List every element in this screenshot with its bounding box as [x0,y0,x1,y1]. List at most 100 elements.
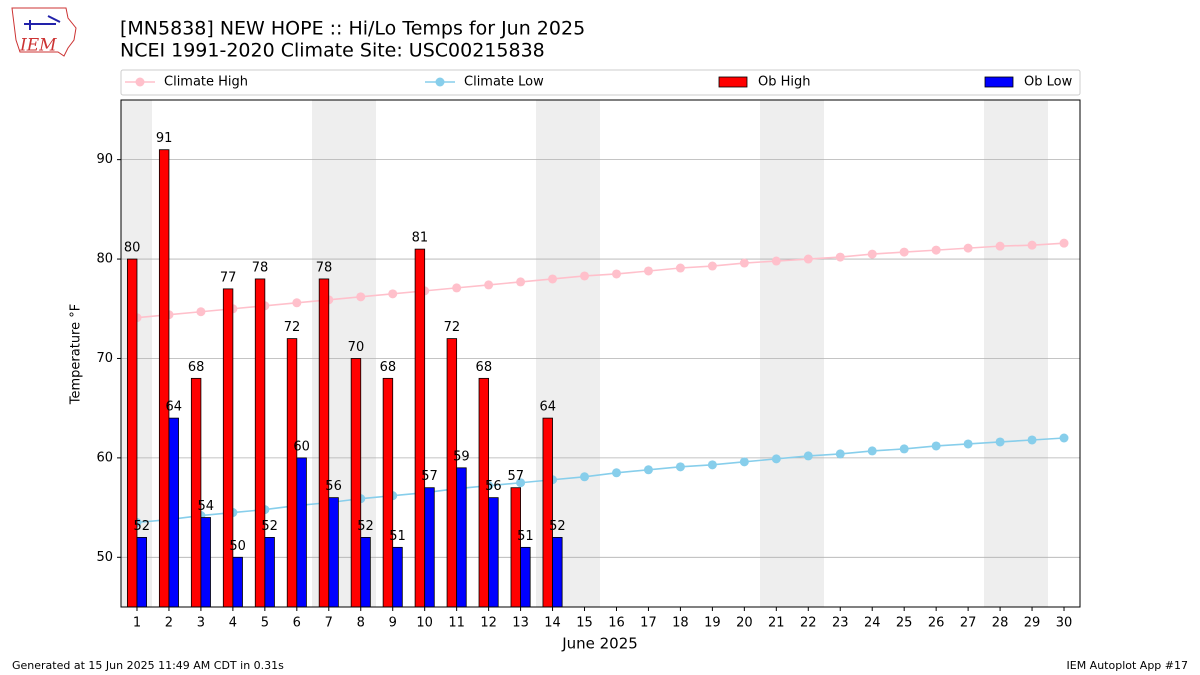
legend-swatch [984,76,1014,88]
bar [520,546,531,608]
data-label: 52 [549,519,566,534]
x-tick-label: 18 [672,616,689,631]
marker [388,289,398,299]
data-label: 52 [261,519,278,534]
marker [356,292,366,302]
marker [707,460,717,470]
marker [995,241,1005,251]
y-axis-label: Temperature °F [69,304,84,405]
x-tick-label: 26 [928,616,945,631]
x-tick-label: 25 [896,616,913,631]
marker [580,472,590,482]
marker [931,245,941,255]
x-tick-label: 11 [448,616,465,631]
y-tick-label: 80 [96,252,113,267]
bar [552,537,563,608]
marker [867,249,877,259]
x-tick-label: 22 [800,616,817,631]
marker [707,261,717,271]
marker [739,457,749,467]
marker [1059,433,1069,443]
data-label: 50 [229,539,246,554]
x-tick-label: 8 [357,616,365,631]
data-label: 52 [134,519,151,534]
legend-label: Climate High [164,75,248,90]
x-tick-label: 2 [165,616,173,631]
x-tick-label: 16 [608,616,625,631]
plot-frame [120,99,1081,608]
x-tick-label: 29 [1024,616,1041,631]
chart-subtitle: NCEI 1991-2020 Climate Site: USC00215838 [120,40,545,62]
x-tick-label: 13 [512,616,529,631]
data-label: 68 [380,360,397,375]
bar [168,417,179,608]
bar [360,537,371,608]
bar [126,258,138,608]
data-label: 64 [165,400,182,415]
y-tick-label: 70 [96,351,113,366]
marker [292,298,302,308]
y-tick-label: 90 [96,152,113,167]
marker [803,451,813,461]
data-label: 80 [124,241,141,256]
marker [867,446,877,456]
shade [760,100,824,607]
bar [222,288,234,608]
marker [516,277,526,287]
data-label: 57 [421,469,438,484]
marker [835,449,845,459]
marker [675,462,685,472]
marker [739,258,749,268]
bar [296,457,307,608]
x-tick-label: 20 [736,616,753,631]
bar [488,497,499,608]
line [136,437,1065,524]
bar [254,278,266,608]
marker [643,266,653,276]
data-label: 70 [348,340,365,355]
data-label: 56 [485,479,502,494]
bar [414,248,426,608]
footer-left: Generated at 15 Jun 2025 11:49 AM CDT in… [12,659,284,672]
marker [516,478,526,488]
bar [542,417,553,608]
marker [963,439,973,449]
legend-box [120,69,1081,96]
data-label: 77 [220,270,237,285]
marker [899,444,909,454]
bar [200,517,211,608]
x-tick-label: 14 [544,616,561,631]
marker [963,243,973,253]
data-label: 68 [476,360,493,375]
logo-text: IEM [19,36,57,56]
y-tick-label: 60 [96,450,113,465]
data-label: 60 [293,439,310,454]
bar [424,487,435,608]
legend-label: Ob Low [1024,75,1073,90]
x-tick-label: 23 [832,616,849,631]
marker [995,437,1005,447]
footer-right: IEM Autoplot App #17 [1067,659,1189,672]
data-label: 56 [325,479,342,494]
x-tick-label: 27 [960,616,977,631]
x-tick-label: 10 [416,616,433,631]
x-tick-label: 3 [197,616,205,631]
bar [510,487,521,608]
legend-label: Climate Low [464,75,544,90]
data-label: 51 [517,529,534,544]
data-label: 72 [284,320,301,335]
legend-marker [435,77,445,87]
x-tick-label: 24 [864,616,881,631]
bar [446,338,458,608]
logo-icon [24,15,61,30]
marker [611,468,621,478]
marker [643,465,653,475]
bar [286,338,298,608]
data-label: 78 [316,260,333,275]
bar [158,149,170,608]
x-tick-label: 12 [480,616,497,631]
marker [899,247,909,257]
marker [548,274,558,284]
bar [190,377,202,608]
marker [1027,435,1037,445]
